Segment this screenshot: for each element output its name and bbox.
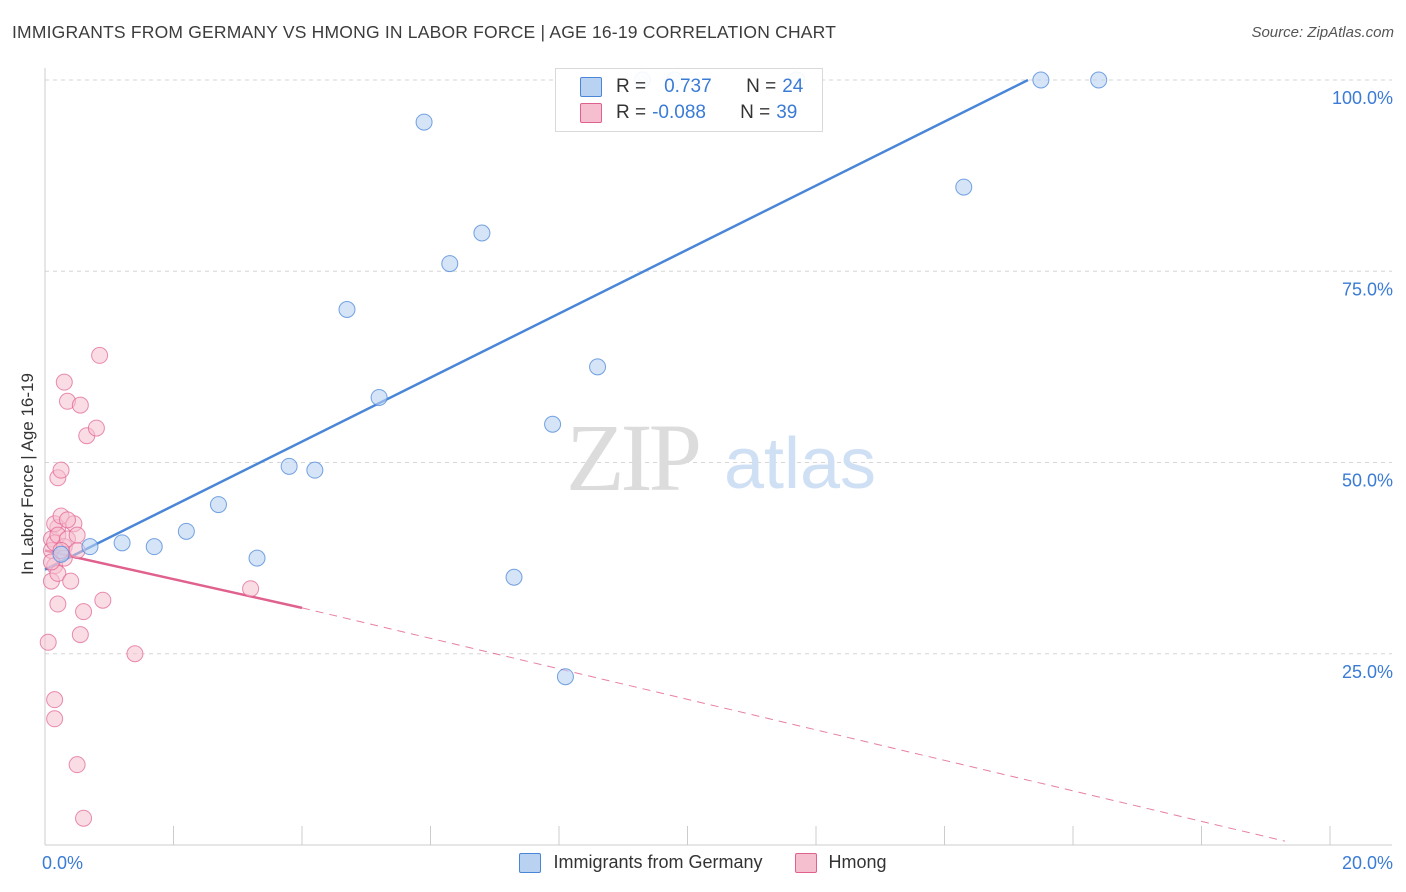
legend-germany-swatch — [519, 852, 542, 873]
germany-r-label: R = — [616, 76, 647, 97]
axes — [44, 68, 1392, 846]
germany-point — [1090, 71, 1108, 89]
hmong-point — [68, 756, 86, 774]
germany-r-value: 0.737 — [664, 76, 712, 97]
trend-lines — [44, 78, 1286, 842]
hmong-points — [39, 346, 260, 827]
legend-row-hmong: R = -0.088 N = 39 — [580, 101, 797, 125]
germany-point — [589, 358, 607, 376]
hmong-point — [94, 591, 112, 609]
y-tick-label-50: 50.0% — [1342, 471, 1393, 491]
germany-point — [81, 538, 99, 556]
hmong-point — [68, 526, 86, 544]
germany-n-value: 24 — [782, 76, 804, 97]
germany-n-label: N = — [746, 76, 777, 97]
series-legend: Immigrants from Germany Hmong — [0, 852, 1406, 873]
legend-hmong-swatch — [794, 852, 817, 873]
hmong-point — [71, 396, 89, 414]
germany-point — [544, 415, 562, 433]
germany-point — [52, 545, 70, 563]
hmong-point — [46, 691, 64, 709]
legend-item-hmong[interactable]: Hmong — [794, 852, 887, 873]
germany-point — [441, 255, 459, 273]
hmong-point — [62, 572, 80, 590]
legend-germany-label: Immigrants from Germany — [553, 852, 763, 872]
germany-point — [306, 461, 324, 479]
y-tick-label-75: 75.0% — [1342, 279, 1393, 299]
legend-row-germany: R = 0.737 N = 24 — [580, 75, 803, 99]
hmong-point — [52, 461, 70, 479]
hmong-n-label: N = — [740, 102, 771, 123]
germany-point — [280, 457, 298, 475]
germany-point — [177, 522, 195, 540]
hmong-n-value: 39 — [776, 102, 798, 123]
hmong-swatch — [580, 103, 602, 123]
y-axis-label: In Labor Force | Age 16-19 — [18, 263, 38, 575]
germany-point — [1032, 71, 1050, 89]
hmong-point — [46, 710, 64, 728]
chart-title: IMMIGRANTS FROM GERMANY VS HMONG IN LABO… — [12, 22, 837, 42]
hmong-point — [75, 809, 93, 827]
germany-point — [113, 534, 131, 552]
hmong-trend-extension — [301, 607, 1286, 842]
hmong-point — [39, 633, 57, 651]
hmong-point — [126, 645, 144, 663]
tick-labels: 100.0% 75.0% 50.0% 25.0% 0.0% 20.0% — [42, 88, 1393, 873]
germany-point — [338, 301, 356, 318]
hmong-r-value: -0.088 — [652, 102, 706, 123]
watermark-atlas: atlas — [724, 424, 876, 504]
germany-trend-line — [44, 78, 1029, 571]
hmong-point — [58, 511, 76, 529]
legend-hmong-label: Hmong — [828, 852, 887, 872]
hmong-point — [87, 419, 105, 437]
x-tick-label-0: 0.0% — [42, 853, 83, 873]
y-axis-label-text: In Labor Force | Age 16-19 — [18, 373, 37, 575]
germany-point — [556, 668, 574, 686]
hmong-point — [242, 580, 260, 598]
hmong-point — [49, 595, 67, 613]
germany-point — [473, 224, 491, 242]
source-credit: Source: ZipAtlas.com — [1251, 24, 1394, 41]
germany-point — [145, 538, 163, 556]
germany-point — [415, 113, 433, 131]
hmong-point — [71, 626, 89, 644]
germany-point — [370, 388, 388, 406]
hmong-point — [91, 346, 109, 364]
legend-item-germany[interactable]: Immigrants from Germany — [519, 852, 763, 873]
germany-swatch — [580, 77, 602, 97]
watermark-zip: ZIP — [566, 404, 699, 511]
watermark: ZIP atlas — [566, 404, 876, 511]
germany-point — [505, 568, 523, 586]
germany-point — [209, 496, 227, 514]
germany-points — [52, 71, 1108, 686]
correlation-legend: R = 0.737 N = 24 R = -0.088 N = 39 — [555, 68, 823, 132]
gridlines — [45, 79, 1392, 655]
y-tick-label-25: 25.0% — [1342, 662, 1393, 682]
hmong-point — [75, 603, 93, 621]
germany-point — [955, 178, 973, 196]
x-tick-label-20: 20.0% — [1342, 853, 1393, 873]
germany-point — [248, 549, 266, 567]
y-tick-label-100: 100.0% — [1332, 88, 1393, 108]
hmong-trend-line — [44, 549, 303, 610]
hmong-point — [55, 373, 73, 391]
hmong-r-label: R = — [616, 102, 647, 123]
